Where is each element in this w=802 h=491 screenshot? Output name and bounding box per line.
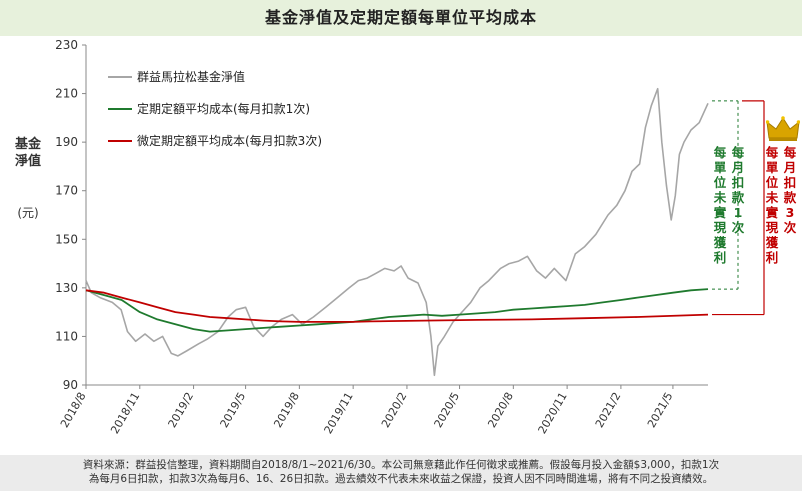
x-tick-label: 2021/2 <box>593 390 624 430</box>
y-axis-unit: (元) <box>17 206 39 220</box>
x-tick-label: 2019/5 <box>218 390 249 430</box>
annotation-column: 每單位未實現獲利 <box>713 144 727 265</box>
x-tick-label: 2018/11 <box>108 390 142 436</box>
y-tick-label: 150 <box>55 232 78 246</box>
y-tick-label: 110 <box>55 329 78 343</box>
crown-icon <box>766 116 800 141</box>
nav-line <box>85 87 709 377</box>
legend-label: 微定期定額平均成本(每月扣款3次) <box>137 133 322 148</box>
y-tick-label: 190 <box>55 135 78 149</box>
annotation-column: 每月扣款1次 <box>731 144 745 235</box>
y-tick-label: 130 <box>55 281 78 295</box>
footnote-line-1: 資料來源：群益投信整理，資料期間自2018/8/1~2021/6/30。本公司無… <box>82 459 720 471</box>
chart-plot: 90 110 130 150 170 190 210 230 2018/8 2018/11 2019… <box>55 38 765 436</box>
y-tick-label: 90 <box>63 378 78 392</box>
x-tick-label: 2019/11 <box>322 390 356 436</box>
footnote-area <box>0 455 802 491</box>
footnote-line-2: 為每月6日扣款，扣款3次為每月6、16、26日扣款。過去績效不代表未來收益之保證… <box>88 473 714 485</box>
red-profit-annotation: 每單位未實現獲利 每月扣款3次 <box>764 145 798 265</box>
x-tick-label: 2021/5 <box>645 390 676 430</box>
x-tick-label: 2020/5 <box>432 390 463 430</box>
chart-title: 基金淨值及定期定額每單位平均成本 <box>264 8 537 27</box>
y-axis-label: 基金淨值 <box>14 137 41 169</box>
x-tick-label: 2019/2 <box>166 390 197 430</box>
x-tick-label: 2020/2 <box>379 390 410 430</box>
series-layer <box>85 87 709 377</box>
annotation-column: 每月扣款3次 <box>783 144 797 235</box>
y-tick-label: 210 <box>55 87 78 101</box>
x-tick-label: 2020/8 <box>485 390 516 430</box>
y-tick-label: 230 <box>55 38 78 52</box>
legend-label: 群益馬拉松基金淨值 <box>137 69 245 84</box>
y-tick-label: 170 <box>55 184 78 198</box>
annotation-column: 每單位未實現獲利 <box>765 144 779 265</box>
x-tick-label: 2018/8 <box>58 390 89 430</box>
micro-cost-line <box>85 289 709 323</box>
green-profit-annotation: 每單位未實現獲利 每月扣款1次 <box>712 145 746 265</box>
footnote: 資料來源：群益投信整理，資料期間自2018/8/1~2021/6/30。本公司無… <box>0 458 802 486</box>
title-bar <box>0 0 802 36</box>
x-tick-label: 2020/11 <box>536 390 570 436</box>
x-tick-label: 2019/8 <box>271 390 302 430</box>
axis-layer: 90 110 130 150 170 190 210 230 2018/8 2018/11 2019… <box>55 38 708 436</box>
profit-brackets <box>712 100 765 316</box>
monthly-cost-line <box>85 288 709 333</box>
legend-label: 定期定額平均成本(每月扣款1次) <box>137 101 310 116</box>
